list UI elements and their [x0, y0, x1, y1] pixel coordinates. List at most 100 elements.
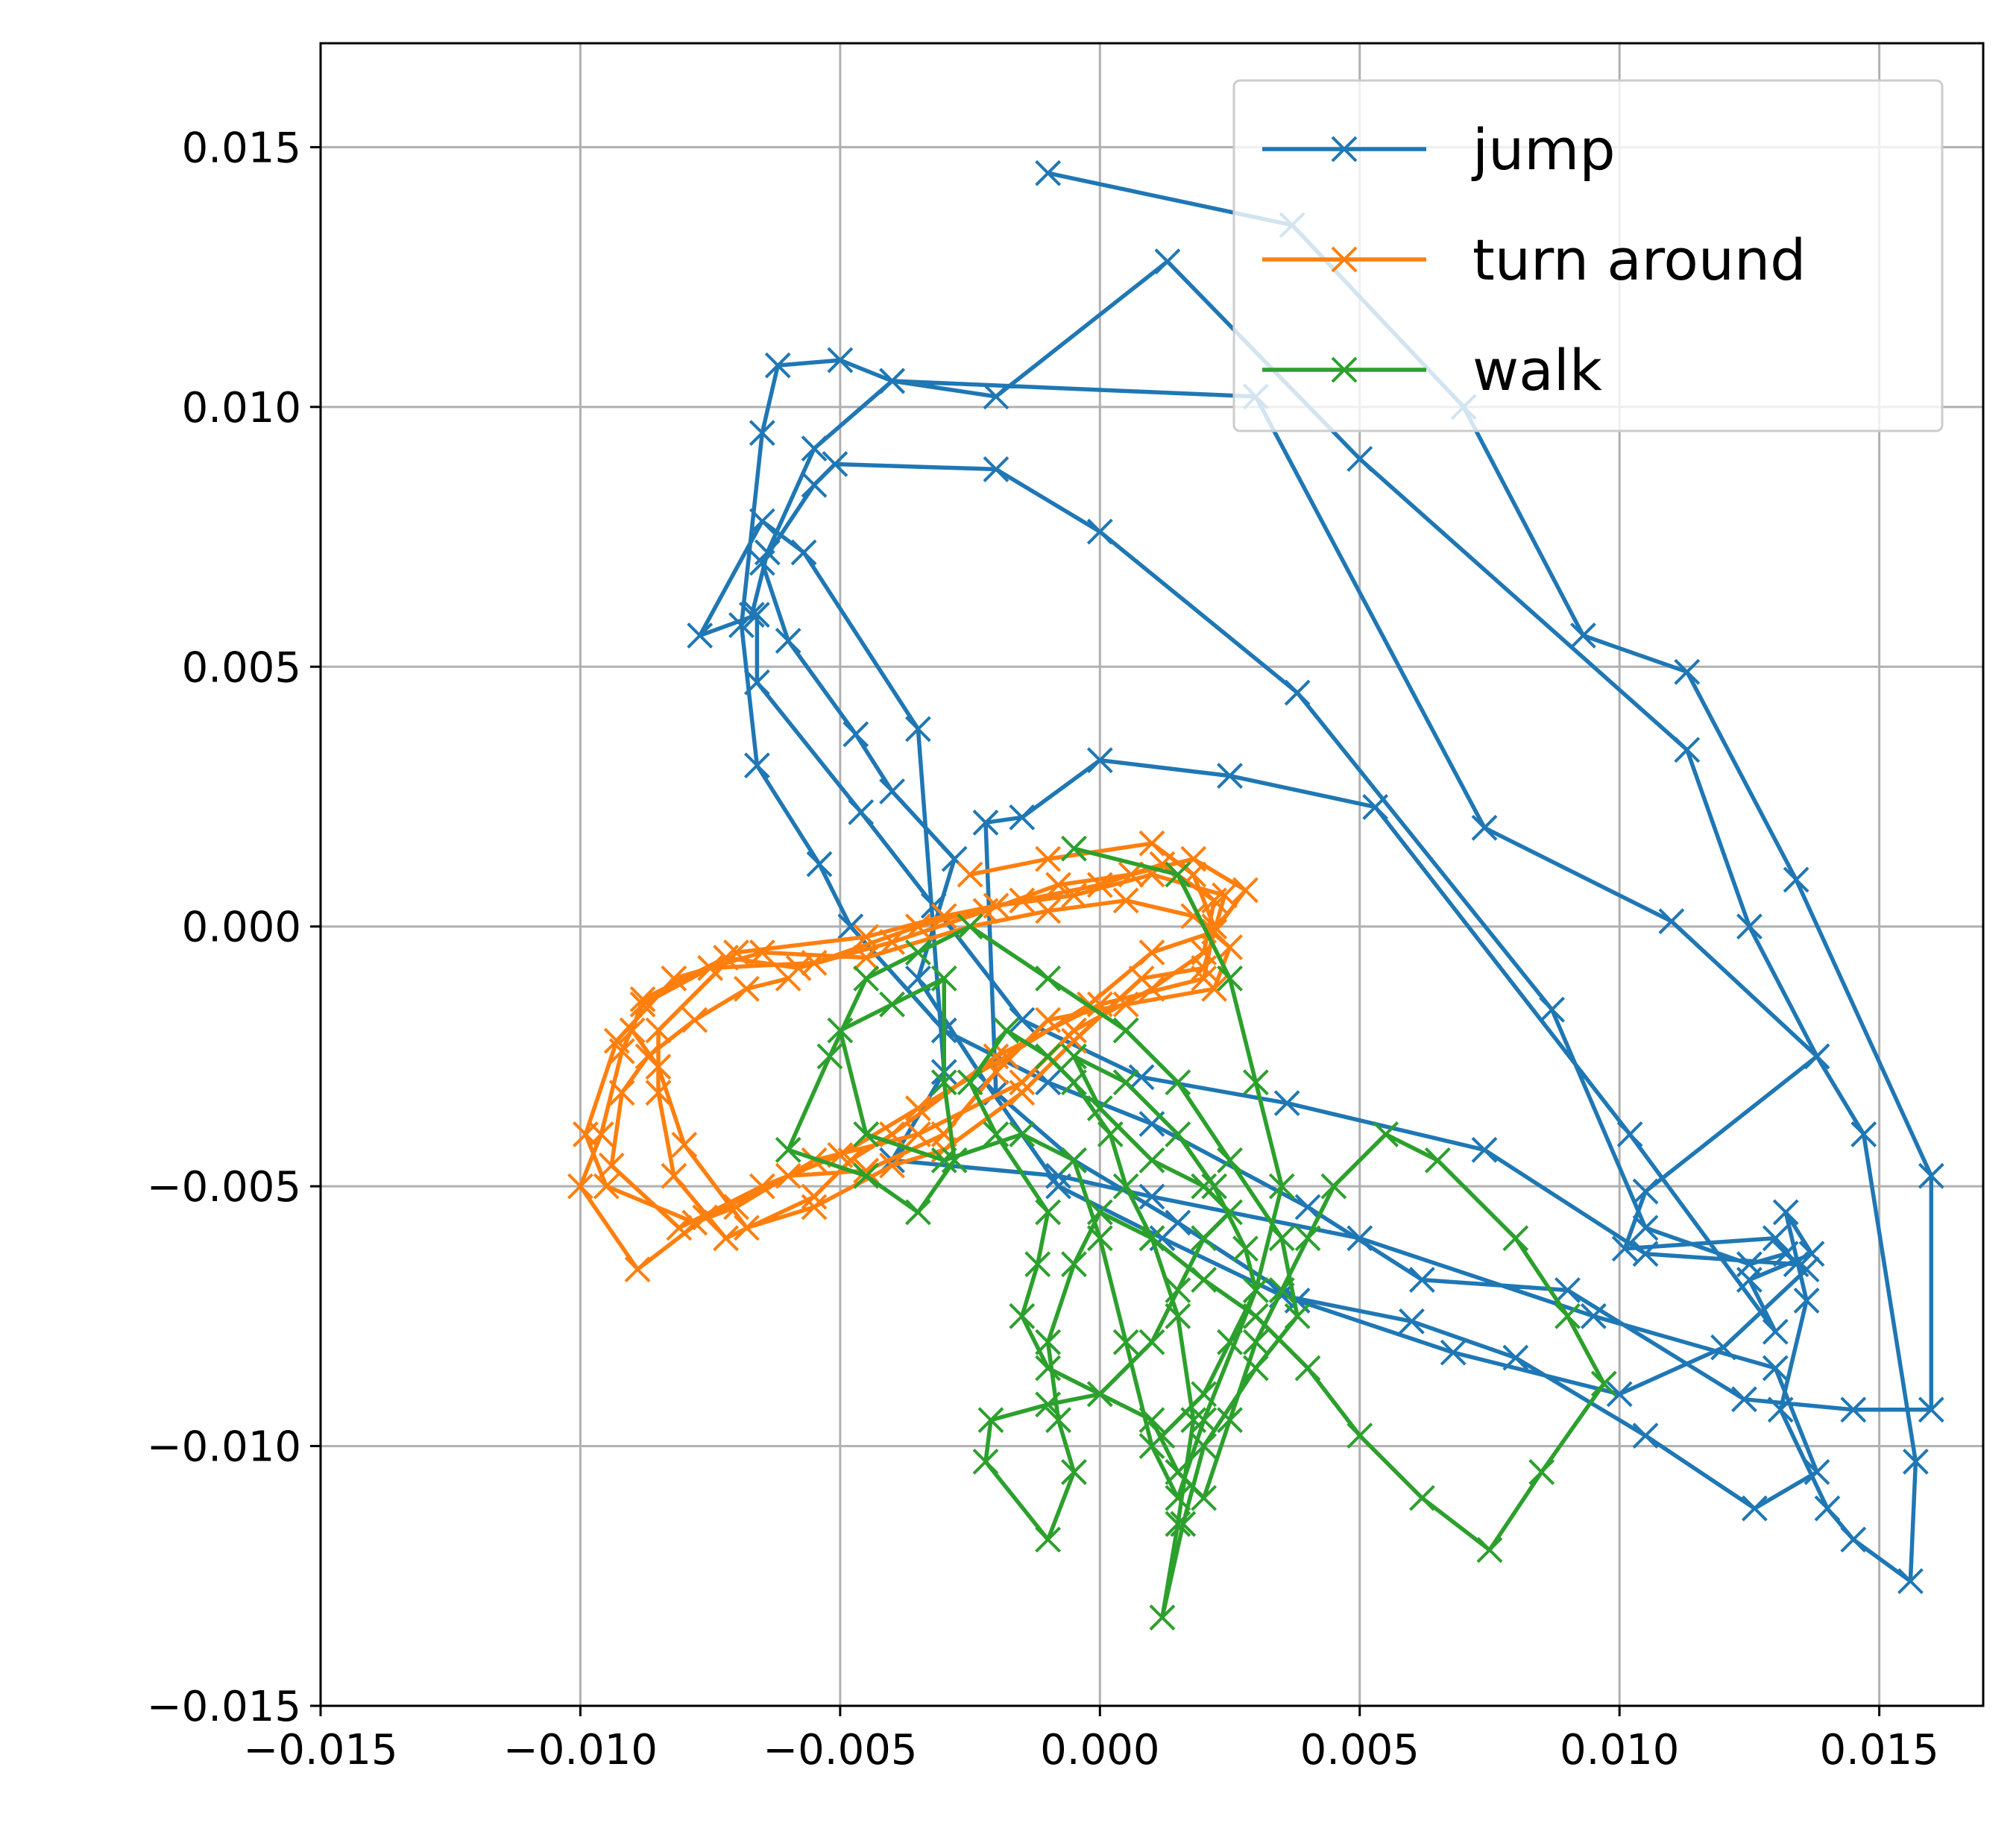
data-point-turn-around [801, 1183, 828, 1210]
data-point-jump [822, 451, 848, 477]
data-point-walk [1138, 1225, 1165, 1252]
data-point-turn-around [713, 1225, 739, 1252]
data-point-jump [1902, 1449, 1929, 1475]
data-point-walk [1217, 1329, 1243, 1355]
data-point-jump [1674, 658, 1701, 685]
data-point-turn-around [661, 1162, 687, 1189]
data-point-turn-around [734, 1215, 760, 1241]
data-point-walk [1165, 1277, 1191, 1303]
data-point-turn-around [692, 1204, 719, 1231]
data-point-turn-around [1009, 1069, 1036, 1096]
data-point-jump [1840, 1396, 1867, 1423]
data-point-walk [1242, 1355, 1269, 1382]
data-point-turn-around [879, 929, 905, 956]
data-point-turn-around [624, 1256, 651, 1283]
data-point-turn-around [993, 1043, 1020, 1070]
y-tick-label: 0.000 [182, 904, 301, 952]
data-point-jump [879, 368, 905, 394]
data-point-jump [743, 669, 770, 696]
data-point-jump [1632, 1241, 1659, 1267]
data-point-jump [983, 383, 1009, 410]
data-point-walk [1061, 1251, 1087, 1278]
data-point-jump [1606, 1381, 1633, 1408]
data-point-turn-around [1035, 1007, 1062, 1033]
data-point-turn-around [671, 1131, 698, 1158]
data-point-walk [1112, 1069, 1139, 1096]
data-point-jump [1897, 1568, 1924, 1595]
data-point-turn-around [634, 1043, 661, 1070]
data-point-jump [1128, 1064, 1155, 1091]
data-point-jump [1632, 1215, 1659, 1241]
data-point-walk [879, 991, 905, 1018]
data-point-walk [1191, 1407, 1218, 1434]
legend-marker [1331, 246, 1358, 273]
data-point-jump [904, 716, 931, 743]
data-point-turn-around [661, 965, 687, 992]
data-point-walk [1035, 965, 1062, 992]
data-point-walk [1149, 1423, 1176, 1449]
data-point-jump [1736, 1267, 1763, 1293]
data-point-jump [1772, 1241, 1799, 1267]
data-point-walk [1035, 1043, 1062, 1070]
data-point-walk [1242, 1302, 1269, 1329]
y-tick-label: −0.005 [147, 1163, 301, 1212]
data-point-jump [1408, 1267, 1435, 1293]
data-point-walk [1112, 1017, 1139, 1044]
data-point-walk [1165, 861, 1191, 888]
y-tick-label: 0.005 [182, 643, 301, 692]
data-point-walk [1165, 1458, 1191, 1485]
data-point-walk [1320, 1173, 1347, 1200]
plot-frame [319, 42, 1985, 1707]
data-point-walk [1346, 1423, 1373, 1449]
data-point-turn-around [645, 1017, 672, 1044]
data-point-walk [904, 939, 931, 965]
data-point-walk [1097, 1121, 1124, 1147]
data-point-turn-around [1112, 887, 1139, 914]
data-point-jump [1767, 1396, 1794, 1423]
data-point-walk [1590, 1370, 1617, 1397]
data-point-turn-around [904, 913, 931, 940]
data-point-turn-around [904, 1095, 931, 1122]
data-point-jump [1294, 1194, 1321, 1220]
data-point-turn-around [930, 903, 957, 930]
data-point-jump [1850, 1121, 1877, 1147]
data-point-jump [1346, 1225, 1373, 1252]
data-point-jump [1035, 160, 1062, 186]
data-point-turn-around [645, 1080, 672, 1106]
data-point-turn-around [1035, 898, 1062, 924]
data-point-jump [1502, 1344, 1529, 1371]
data-point-walk [853, 1121, 880, 1147]
data-point-turn-around [775, 1162, 801, 1189]
data-point-turn-around [1035, 845, 1062, 872]
data-point-walk [775, 1136, 801, 1163]
data-point-walk [941, 1147, 968, 1174]
data-point-jump [1217, 763, 1243, 790]
data-point-jump [738, 602, 765, 628]
data-point-walk [1373, 1121, 1399, 1147]
data-point-jump [1346, 446, 1373, 472]
data-point-jump [1918, 1396, 1944, 1423]
data-point-turn-around [629, 986, 656, 1012]
data-point-jump [1793, 1288, 1820, 1314]
y-tick-label: 0.015 [182, 124, 301, 172]
data-point-jump [1731, 1386, 1757, 1413]
data-point-turn-around [697, 955, 724, 981]
data-point-walk [1191, 1173, 1218, 1200]
data-point-walk [1217, 1147, 1243, 1174]
data-point-jump [1616, 1121, 1643, 1147]
data-point-jump [775, 627, 801, 654]
data-point-jump [842, 721, 869, 748]
data-point-walk [904, 1199, 931, 1226]
data-point-walk [827, 1017, 854, 1044]
data-point-jump [1736, 913, 1763, 940]
data-point-jump [1399, 1308, 1425, 1335]
data-point-walk [1191, 1225, 1218, 1252]
data-point-turn-around [1009, 1080, 1036, 1106]
x-tick-label: 0.005 [1300, 1726, 1420, 1774]
data-point-walk [1242, 1329, 1269, 1355]
data-point-walk [1217, 965, 1243, 992]
data-point-turn-around [608, 1080, 635, 1106]
data-point-turn-around [1138, 939, 1165, 965]
data-point-turn-around [1086, 872, 1113, 898]
data-point-turn-around [853, 945, 880, 971]
